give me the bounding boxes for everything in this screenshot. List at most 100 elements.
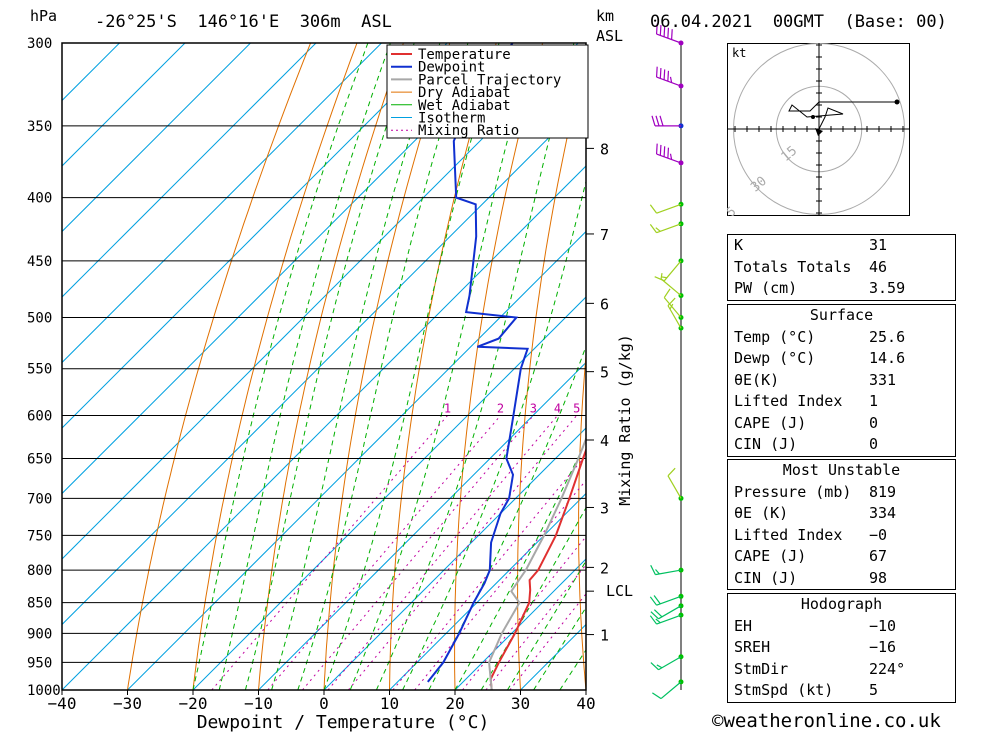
- parcel-trajectory-line: [488, 436, 586, 690]
- wind-barb-flag: [669, 303, 674, 310]
- table-row: θE (K) 334: [728, 503, 955, 525]
- row-label: StmDir: [734, 659, 789, 678]
- table-row: PW (cm) 3.59: [728, 278, 955, 300]
- mixing-ratio-line: [509, 593, 586, 690]
- hodograph-ring-label: 45: [727, 204, 739, 216]
- row-value: 224°: [869, 659, 906, 678]
- wind-barb: [658, 605, 682, 620]
- wet-adiabat-line: [349, 43, 535, 690]
- wind-barb-flag: [649, 596, 658, 606]
- row-label: Lifted Index: [734, 392, 843, 410]
- isotherm-line: [62, 43, 251, 233]
- mixing-ratio-line: [348, 415, 578, 690]
- km-unit-label: km: [596, 7, 615, 25]
- dry-adiabat-line: [192, 43, 358, 690]
- lcl-label: LCL: [606, 582, 633, 600]
- mixing-ratio-label: 4: [554, 401, 561, 415]
- wind-barb-flag: [650, 662, 659, 671]
- wind-barb-flag: [659, 115, 664, 127]
- row-label: θE (K): [734, 504, 789, 522]
- wind-barb-flag: [669, 76, 673, 83]
- legend-entry: Isotherm: [418, 111, 485, 127]
- dry-adiabat-line: [517, 53, 586, 690]
- wind-barb: [656, 33, 682, 44]
- wind-barb: [660, 681, 682, 700]
- table-row: StmSpd (kt) 5: [728, 680, 955, 702]
- temperature-line: [489, 447, 586, 690]
- row-value: 1: [869, 392, 879, 410]
- table-row: SREH −16: [728, 637, 955, 659]
- mixing-ratio-label: 20: [699, 401, 712, 415]
- pressure-tick-label: 700: [27, 491, 52, 507]
- skewt-diagram: 12345810162025 3003504004505005506006507…: [27, 23, 712, 733]
- pressure-tick-label: 750: [27, 528, 52, 544]
- x-tick-label: 40: [576, 694, 595, 713]
- wind-barb-flag: [655, 115, 660, 127]
- x-tick-label: −40: [48, 694, 77, 713]
- wind-barb: [656, 614, 682, 625]
- pressure-unit-label: hPa: [30, 7, 58, 25]
- row-label: EH: [734, 616, 753, 635]
- isotherm-line: [62, 43, 186, 167]
- pressure-tick-label: 400: [27, 191, 52, 207]
- wind-barb-flag: [651, 115, 656, 127]
- isotherm-line: [62, 43, 579, 560]
- row-value: 819: [869, 482, 897, 501]
- row-value: −10: [869, 616, 897, 635]
- wind-barb-flag: [667, 147, 670, 159]
- row-label: PW (cm): [734, 279, 798, 297]
- x-tick-label: −20: [179, 694, 208, 713]
- asl-unit-label: ASL: [596, 27, 624, 45]
- row-value: 334: [869, 504, 897, 522]
- row-label: Lifted Index: [734, 525, 843, 544]
- wind-barb-flag: [659, 68, 662, 79]
- table-row: Totals Totals 46: [728, 257, 955, 279]
- isotherm-line: [62, 165, 586, 690]
- most-unstable-table: Most Unstable Pressure (mb) 819 θE (K) 334 Li…: [727, 459, 956, 590]
- datetime-title: 06.04.2021 00GMT (Base: 00): [650, 12, 947, 32]
- table-row: Temp (°C) 25.6: [728, 327, 955, 349]
- isotherm-line: [258, 361, 586, 690]
- isotherm-line: [454, 558, 586, 690]
- wet-adiabat-line: [297, 43, 469, 690]
- mixing-ratio-line: [211, 415, 448, 690]
- isotherm-line: [62, 43, 317, 298]
- pressure-tick-label: 550: [27, 362, 52, 378]
- legend-entry: Wet Adiabat: [418, 98, 511, 114]
- hodograph-unit: kt: [732, 46, 746, 60]
- table-row: Lifted Index −0: [728, 525, 955, 547]
- x-tick-label: 10: [380, 694, 399, 713]
- wind-barb: [655, 569, 682, 576]
- wind-barb-flag: [659, 144, 662, 156]
- pressure-tick-label: 800: [27, 563, 52, 579]
- table-row: CIN (J) 0: [728, 434, 955, 456]
- km-tick-label: 2: [600, 559, 609, 577]
- wind-barb-flag: [655, 66, 658, 78]
- x-tick-label: 0: [319, 694, 329, 713]
- km-tick-label: 4: [600, 432, 609, 450]
- km-tick-label: 5: [600, 364, 609, 382]
- wind-barb: [660, 278, 682, 297]
- wind-barb: [656, 203, 682, 214]
- isotherm-line: [127, 230, 586, 690]
- km-tick-label: 1: [600, 627, 609, 645]
- mixing-ratio-axis-label: Mixing Ratio (g/kg): [616, 334, 634, 506]
- row-label: StmSpd (kt): [734, 681, 834, 699]
- mixing-ratio-line: [327, 415, 558, 690]
- isotherm-line: [192, 296, 586, 690]
- wind-barb-flag: [655, 143, 658, 155]
- hodograph-point: [811, 115, 815, 119]
- plot-frame: [61, 42, 587, 691]
- row-value: 3.59: [869, 279, 906, 297]
- wind-barb: [656, 76, 682, 87]
- row-value: 14.6: [869, 349, 906, 367]
- pressure-tick-label: 950: [27, 655, 52, 671]
- km-tick-label: 6: [600, 295, 609, 313]
- wind-barb-flag: [667, 27, 670, 39]
- mixing-ratio-label: 5: [573, 401, 580, 415]
- legend-entry: Dry Adiabat: [418, 85, 511, 101]
- row-label: CIN (J): [734, 568, 798, 587]
- pressure-tick-label: 350: [27, 119, 52, 135]
- legend-entry: Temperature: [418, 47, 511, 63]
- isotherm-line: [62, 43, 120, 102]
